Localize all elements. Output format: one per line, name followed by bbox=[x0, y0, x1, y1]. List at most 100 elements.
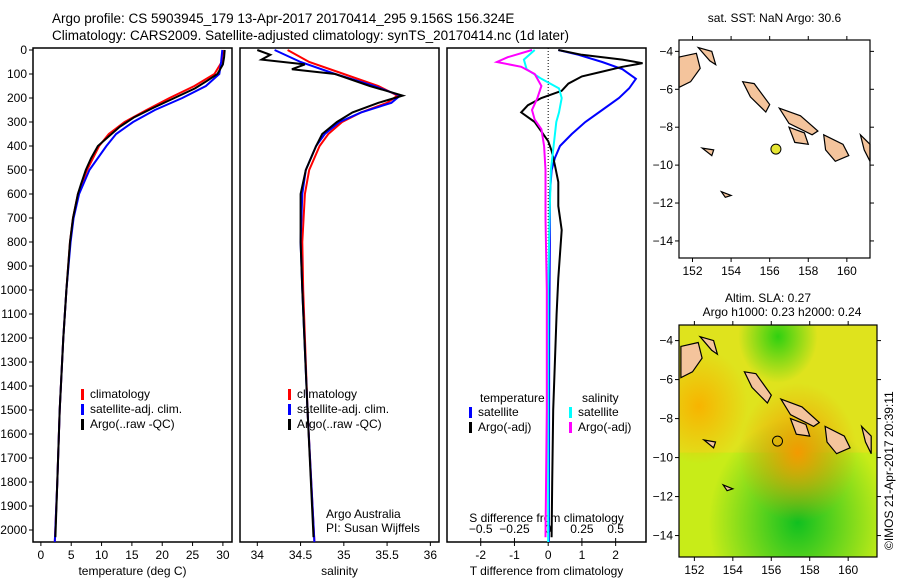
series-line-climatology bbox=[287, 49, 400, 543]
y-tick-label: −12 bbox=[653, 490, 674, 504]
y-tick-label: −8 bbox=[659, 412, 673, 426]
x-tick-label: 158 bbox=[798, 264, 818, 278]
legend-swatch bbox=[469, 422, 472, 433]
land-polygon bbox=[696, 46, 717, 66]
series-line-satellite-adj-clim- bbox=[274, 49, 403, 543]
map-title: Altim. SLA: 0.27 bbox=[725, 291, 811, 305]
legend-label: Argo(..raw -QC) bbox=[297, 417, 382, 431]
series-line-t-argo-adj- bbox=[519, 49, 643, 538]
plot-title-line1: Argo profile: CS 5903945_179 13-Apr-2017… bbox=[52, 11, 515, 26]
land-polygon bbox=[678, 52, 701, 89]
y-tick-label: 2000 bbox=[0, 523, 27, 537]
float-position-marker bbox=[772, 435, 784, 447]
sst-map: 152 154 156 158 160 −4 −6 −8 −10 −12 −14 sat. SST: … bbox=[653, 11, 874, 278]
x-tick-label: 158 bbox=[800, 563, 820, 577]
annotation-text: Argo Australia bbox=[326, 507, 401, 521]
plot-title-line2: Climatology: CARS2009. Satellite-adjuste… bbox=[52, 28, 570, 43]
sla-map: 152 154 156 158 160 −4 −6 −8 −10 −12 −14 Altim. SLA… bbox=[653, 291, 896, 577]
x-tick-label: 152 bbox=[684, 563, 704, 577]
legend-label: satellite bbox=[478, 405, 519, 419]
legend-swatch bbox=[288, 389, 291, 400]
x-tick-label: 30 bbox=[216, 548, 230, 562]
x2-tick-label: 0.25 bbox=[570, 522, 594, 536]
y-tick-label: 1800 bbox=[0, 475, 27, 489]
land-polygon bbox=[698, 335, 719, 356]
map-frame bbox=[678, 324, 878, 558]
legend-label: Argo(..raw -QC) bbox=[90, 417, 175, 431]
axes-frame bbox=[32, 47, 233, 543]
x-tick-label: 160 bbox=[838, 563, 858, 577]
legend-swatch bbox=[469, 407, 472, 418]
x-tick-label: 160 bbox=[837, 264, 857, 278]
y-tick-label: 400 bbox=[7, 139, 27, 153]
x-tick-label: 15 bbox=[125, 548, 139, 562]
x-tick-label: 154 bbox=[723, 563, 743, 577]
legend-label: Argo(-adj) bbox=[478, 420, 531, 434]
series-line-argo-raw-qc- bbox=[256, 49, 407, 538]
x-tick-label: 0 bbox=[38, 548, 45, 562]
y-tick-label: 1900 bbox=[0, 499, 27, 513]
x2-tick-label: −0.25 bbox=[499, 522, 530, 536]
legend-label: climatology bbox=[90, 387, 150, 401]
y-tick-label: 1200 bbox=[0, 331, 27, 345]
map-subtitle: Argo h1000: 0.23 h2000: 0.24 bbox=[703, 305, 862, 319]
series-line-satellite-adj-clim- bbox=[53, 49, 224, 543]
x-axis-label: temperature (deg C) bbox=[78, 564, 186, 578]
x-tick-label: 0 bbox=[545, 548, 552, 562]
x-tick-label: 154 bbox=[721, 264, 741, 278]
x-tick-label: 34.5 bbox=[289, 548, 313, 562]
y-tick-label: −8 bbox=[659, 120, 673, 134]
x-tick-label: 36 bbox=[424, 548, 438, 562]
y-tick-label: 1300 bbox=[0, 355, 27, 369]
x-tick-label: 20 bbox=[156, 548, 170, 562]
x2-tick-label: −0.5 bbox=[469, 522, 493, 536]
x2-tick-label: 0.5 bbox=[607, 522, 624, 536]
legend-swatch bbox=[81, 404, 84, 415]
float-position-marker bbox=[770, 143, 782, 155]
y-tick-label: 100 bbox=[7, 67, 27, 81]
legend-label: satellite bbox=[578, 405, 619, 419]
x-tick-label: -1 bbox=[509, 548, 520, 562]
x-tick-label: 156 bbox=[761, 563, 781, 577]
legend-title: salinity bbox=[582, 391, 619, 405]
x-axis-label: salinity bbox=[321, 564, 358, 578]
annotation-text: PI: Susan Wijffels bbox=[326, 521, 420, 535]
series-line-climatology bbox=[53, 49, 224, 543]
y-tick-label: −10 bbox=[653, 451, 674, 465]
x-tick-label: 34 bbox=[251, 548, 265, 562]
y-tick-label: −6 bbox=[659, 82, 673, 96]
y-tick-label: 500 bbox=[7, 163, 27, 177]
map-frame bbox=[678, 39, 871, 259]
y-tick-label: 1400 bbox=[0, 379, 27, 393]
y-tick-label: 600 bbox=[7, 187, 27, 201]
y-tick-label: 0 bbox=[20, 43, 27, 57]
y-tick-label: 1700 bbox=[0, 451, 27, 465]
y-tick-label: 800 bbox=[7, 235, 27, 249]
map-title: sat. SST: NaN Argo: 30.6 bbox=[708, 11, 842, 25]
legend-swatch bbox=[288, 404, 291, 415]
legend-swatch bbox=[288, 419, 291, 430]
series-line-argo-raw-qc- bbox=[54, 49, 226, 538]
panel-difference: -2 -1 0 1 2 T difference from climatology −0.5… bbox=[446, 47, 647, 578]
land-polygon bbox=[701, 439, 717, 449]
y-tick-label: 700 bbox=[7, 211, 27, 225]
x-tick-label: 5 bbox=[68, 548, 75, 562]
land-polygon bbox=[787, 126, 810, 146]
y-tick-label: −12 bbox=[653, 196, 674, 210]
series-line-s-satellite bbox=[522, 49, 563, 542]
y-tick-label: −14 bbox=[653, 234, 674, 248]
x-tick-label: 10 bbox=[95, 548, 109, 562]
y-tick-label: 1100 bbox=[1, 307, 27, 321]
land-polygon bbox=[822, 133, 850, 163]
y-tick-label: −14 bbox=[653, 529, 674, 543]
y-tick-label: 200 bbox=[7, 91, 27, 105]
legend-swatch bbox=[81, 389, 84, 400]
legend-label: Argo(-adj) bbox=[578, 420, 631, 434]
legend-title: temperature bbox=[480, 391, 545, 405]
series-line-s-argo-adj- bbox=[493, 49, 548, 538]
y-tick-label: −10 bbox=[653, 158, 674, 172]
x-tick-label: 156 bbox=[760, 264, 780, 278]
series-line-t-satellite bbox=[547, 49, 638, 543]
y-tick-label: 1600 bbox=[0, 427, 27, 441]
